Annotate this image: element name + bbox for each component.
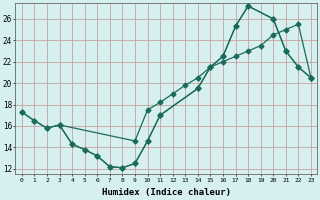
- X-axis label: Humidex (Indice chaleur): Humidex (Indice chaleur): [102, 188, 231, 197]
